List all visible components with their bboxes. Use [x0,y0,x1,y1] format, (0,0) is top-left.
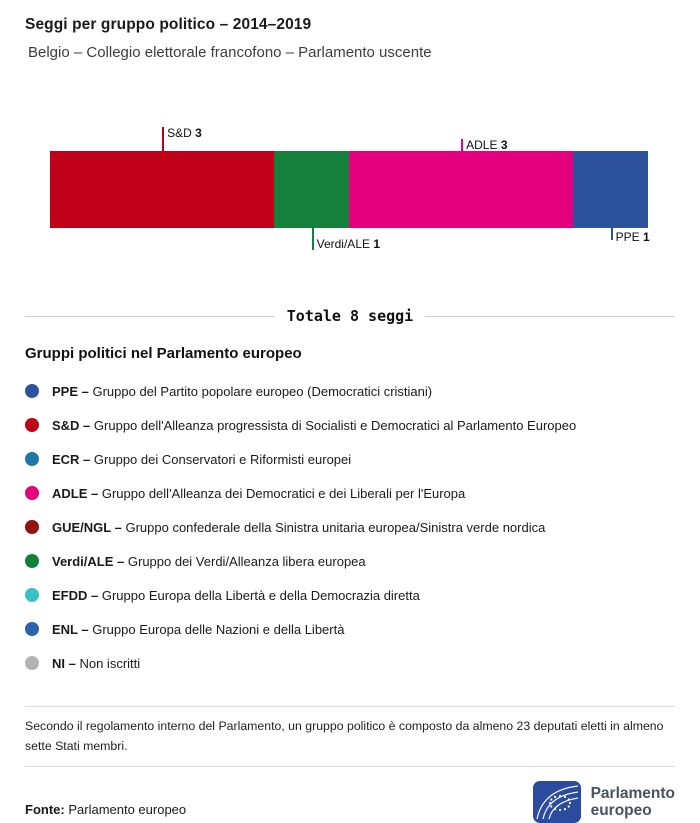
legend-item-verdi-ale: Verdi/ALE – Gruppo dei Verdi/Alleanza li… [25,544,675,578]
legend-desc: Gruppo Europa della Libertà e della Demo… [101,587,420,603]
legend-desc: Non iscritti [79,655,141,671]
ep-logo-icon [532,781,581,823]
legend-item-ecr: ECR – Gruppo dei Conservatori e Riformis… [25,442,675,476]
legend-abbr: Verdi/ALE – [52,553,125,569]
legend-desc: Gruppo dell'Alleanza progressista di Soc… [93,417,577,433]
bar-label-sd-seats: 3 [195,126,202,140]
bar-tick-ppe [610,228,613,240]
bar-segment-adle [349,151,574,228]
legend-abbr: EFDD – [52,587,99,603]
bar-label-ppe-name: PPE [615,230,640,244]
bar-label-verdi-ale-seats: 1 [373,237,381,251]
total-seats-label: Totale 8 seggi [286,307,414,325]
divider-bottom [25,766,675,768]
bar-label-sd-name: S&D [167,126,192,140]
legend-abbr: PPE – [52,383,89,399]
legend-item-efdd: EFDD – Gruppo Europa della Libertà e del… [25,578,675,612]
legend-desc: Gruppo dei Conservatori e Riformisti eur… [93,451,352,467]
legend-abbr: ECR – [52,451,91,467]
legend-list: PPE – Gruppo del Partito popolare europe… [25,374,675,680]
source-label: Fonte: [25,802,65,818]
legend-desc: Gruppo confederale della Sinistra unitar… [125,519,546,535]
bar-label-adle-name: ADLE [466,138,498,152]
total-seats-row: Totale 8 seggi [25,307,675,325]
footer: Fonte: Parlamento europeo [25,781,675,823]
bar-label-adle-seats: 3 [500,138,508,152]
bar-label-adle: ADLE 3 [466,138,507,152]
bar-label-sd: S&D 3 [167,126,202,140]
legend-desc: Gruppo dei Verdi/Alleanza libera europea [127,553,366,569]
source-text: Parlamento europeo [68,802,187,818]
total-rule-left [25,315,275,317]
legend-dot-efdd [25,588,39,602]
seat-bar-chart: S&D 3 ADLE 3 Verdi/ALE 1 PPE 1 [50,111,650,261]
legend-abbr: NI – [52,655,76,671]
legend-item-gue-ngl: GUE/NGL – Gruppo confederale della Sinis… [25,510,675,544]
stacked-seat-bar [50,151,648,228]
source: Fonte: Parlamento europeo [25,802,186,823]
bar-tick-adle [461,139,464,151]
legend-abbr: ENL – [52,621,89,637]
legend-desc: Gruppo dell'Alleanza dei Democratici e d… [101,485,466,501]
bar-label-verdi-ale-name: Verdi/ALE [316,237,370,251]
bar-label-ppe-seats: 1 [642,230,650,244]
legend-desc: Gruppo del Partito popolare europeo (Dem… [92,383,433,399]
page-subtitle: Belgio – Collegio elettorale francofono … [28,44,432,61]
legend-dot-sd [25,418,39,432]
bar-segment-ppe [573,151,648,228]
total-rule-right [425,315,675,317]
ep-logo-text: Parlamento europeo [591,785,675,821]
legend-desc: Gruppo Europa delle Nazioni e della Libe… [92,621,345,637]
page-title: Seggi per gruppo politico – 2014–2019 [25,16,312,33]
header: Seggi per gruppo politico – 2014–2019 Be… [25,16,675,61]
legend-heading: Gruppi politici nel Parlamento europeo [25,345,302,362]
legend-dot-verdi-ale [25,554,39,568]
bar-tick-verdi-ale [311,228,314,250]
legend-item-adle: ADLE – Gruppo dell'Alleanza dei Democrat… [25,476,675,510]
legend-item-sd: S&D – Gruppo dell'Alleanza progressista … [25,408,675,442]
bar-tick-sd [162,127,165,151]
legend-dot-adle [25,486,39,500]
legend-item-ppe: PPE – Gruppo del Partito popolare europe… [25,374,675,408]
legend-abbr: S&D – [52,417,91,433]
bar-label-verdi-ale: Verdi/ALE 1 [317,237,380,251]
legend-dot-gue-ngl [25,520,39,534]
footnote: Secondo il regolamento interno del Parla… [25,719,664,753]
legend: Gruppi politici nel Parlamento europeo P… [25,345,675,680]
legend-item-enl: ENL – Gruppo Europa delle Nazioni e dell… [25,612,675,646]
legend-dot-ecr [25,452,39,466]
ep-logo: Parlamento europeo [532,781,675,823]
legend-abbr: ADLE – [52,485,99,501]
legend-dot-ppe [25,384,39,398]
bar-segment-verdi-ale [274,151,349,228]
legend-item-ni: NI – Non iscritti [25,646,675,680]
legend-abbr: GUE/NGL – [52,519,122,535]
ep-logo-line2: europeo [590,802,652,820]
bar-label-ppe: PPE 1 [616,230,650,244]
bar-segment-sd [50,151,275,228]
divider-top [25,706,675,707]
legend-dot-ni [25,656,39,670]
ep-logo-line1: Parlamento [590,784,675,802]
legend-dot-enl [25,622,39,636]
